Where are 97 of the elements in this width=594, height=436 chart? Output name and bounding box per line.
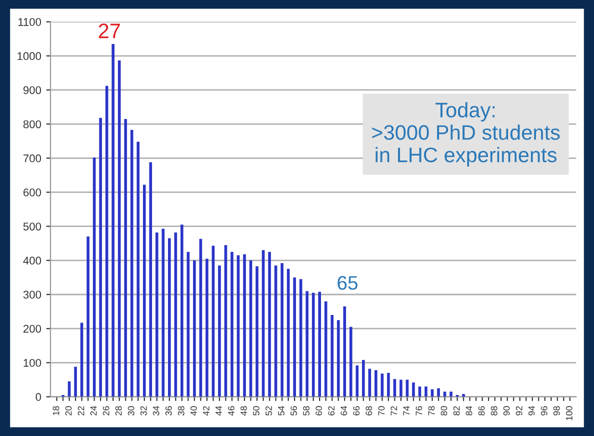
x-tick-label: 72 bbox=[390, 406, 398, 416]
bar bbox=[168, 238, 171, 397]
bar bbox=[437, 388, 440, 397]
x-tick-label: 86 bbox=[478, 406, 485, 416]
x-tick-label: 54 bbox=[278, 406, 284, 416]
y-tick-label: 1100 bbox=[18, 18, 42, 26]
annotation: 27 bbox=[98, 24, 120, 38]
bar bbox=[324, 301, 328, 397]
y-tick-label: 600 bbox=[23, 188, 42, 196]
bar bbox=[155, 232, 158, 397]
bar bbox=[74, 366, 77, 397]
bar bbox=[387, 372, 390, 397]
x-tick-label: 24 bbox=[90, 406, 97, 416]
x-tick-label: 26 bbox=[102, 406, 110, 416]
y-tick-label: 900 bbox=[23, 86, 42, 94]
bar bbox=[412, 382, 415, 397]
x-tick-label: 84 bbox=[466, 406, 472, 416]
bar bbox=[293, 277, 296, 397]
bar bbox=[424, 386, 428, 397]
x-tick-label: 74 bbox=[403, 406, 410, 416]
bar bbox=[450, 392, 452, 397]
y-tick-label: 1000 bbox=[18, 52, 42, 60]
bar bbox=[356, 365, 359, 397]
bar bbox=[136, 142, 140, 397]
x-tick-label: 34 bbox=[152, 406, 160, 416]
x-tick-label: 100 bbox=[566, 406, 572, 420]
bar bbox=[349, 326, 352, 397]
x-tick-label: 36 bbox=[165, 406, 172, 416]
y-tick-label: 0 bbox=[36, 393, 42, 401]
y-tick-label: 800 bbox=[23, 120, 42, 128]
x-tick-label: 64 bbox=[340, 406, 348, 416]
x-tick-label: 56 bbox=[290, 406, 297, 416]
bar bbox=[256, 266, 258, 397]
bar bbox=[206, 258, 208, 397]
bar bbox=[374, 370, 378, 397]
x-tick-label: 44 bbox=[216, 406, 222, 416]
bar bbox=[400, 380, 402, 397]
bar bbox=[230, 252, 234, 397]
x-tick-label: 92 bbox=[516, 406, 522, 416]
y-tick-label: 100 bbox=[24, 358, 42, 367]
x-tick-label: 96 bbox=[540, 406, 548, 416]
y-tick-label: 400 bbox=[23, 256, 42, 265]
bar bbox=[149, 162, 152, 397]
annotation: 65 bbox=[338, 276, 358, 290]
bar bbox=[162, 228, 165, 397]
x-tick-label: 76 bbox=[416, 406, 422, 416]
bar bbox=[343, 306, 346, 397]
x-tick-label: 48 bbox=[240, 406, 247, 416]
x-tick-label: 52 bbox=[266, 406, 272, 416]
y-tick-label: 500 bbox=[23, 222, 42, 230]
x-tick-label: 78 bbox=[428, 406, 435, 416]
bar bbox=[330, 314, 334, 397]
annotation: Today: >3000 PhD students in LHC experiments bbox=[372, 102, 560, 166]
x-tick-label: 32 bbox=[140, 406, 147, 416]
x-tick-label: 82 bbox=[453, 406, 460, 416]
bar bbox=[336, 320, 340, 397]
bar bbox=[280, 263, 284, 397]
bar bbox=[218, 266, 221, 397]
bar bbox=[318, 292, 321, 397]
bar bbox=[99, 118, 102, 397]
x-tick-label: 98 bbox=[553, 406, 560, 416]
x-tick-label: 58 bbox=[303, 406, 310, 416]
bar bbox=[306, 291, 308, 397]
bar bbox=[243, 254, 246, 397]
bar bbox=[180, 224, 184, 397]
bar bbox=[362, 360, 365, 397]
x-tick-label: 68 bbox=[366, 406, 372, 416]
x-tick-label: 38 bbox=[178, 406, 184, 416]
x-tick-label: 70 bbox=[378, 406, 385, 416]
y-tick-label: 200 bbox=[23, 324, 42, 333]
x-tick-label: 22 bbox=[78, 406, 84, 416]
x-tick-label: 66 bbox=[353, 406, 360, 416]
y-tick-label: 300 bbox=[23, 290, 42, 299]
bar bbox=[462, 394, 465, 397]
x-tick-label: 80 bbox=[440, 406, 448, 416]
x-tick-label: 60 bbox=[316, 406, 322, 416]
bar bbox=[130, 130, 134, 397]
x-tick-label: 90 bbox=[503, 406, 510, 416]
x-tick-label: 94 bbox=[528, 406, 535, 416]
bar bbox=[268, 252, 271, 397]
x-tick-label: 18 bbox=[52, 406, 60, 416]
x-tick-label: 46 bbox=[228, 406, 234, 416]
x-tick-label: 28 bbox=[115, 406, 122, 416]
x-tick-label: 20 bbox=[65, 406, 72, 416]
x-tick-label: 50 bbox=[253, 406, 260, 416]
bar bbox=[142, 184, 146, 397]
bar bbox=[112, 44, 114, 397]
x-tick-label: 30 bbox=[128, 406, 134, 416]
x-tick-label: 40 bbox=[190, 406, 197, 416]
y-tick-label: 700 bbox=[23, 154, 42, 162]
x-tick-label: 42 bbox=[202, 406, 210, 416]
x-tick-label: 88 bbox=[490, 406, 498, 416]
x-tick-label: 62 bbox=[328, 406, 335, 416]
bar bbox=[124, 118, 127, 397]
bar bbox=[174, 232, 178, 397]
bar bbox=[86, 236, 90, 397]
bar bbox=[193, 260, 196, 397]
